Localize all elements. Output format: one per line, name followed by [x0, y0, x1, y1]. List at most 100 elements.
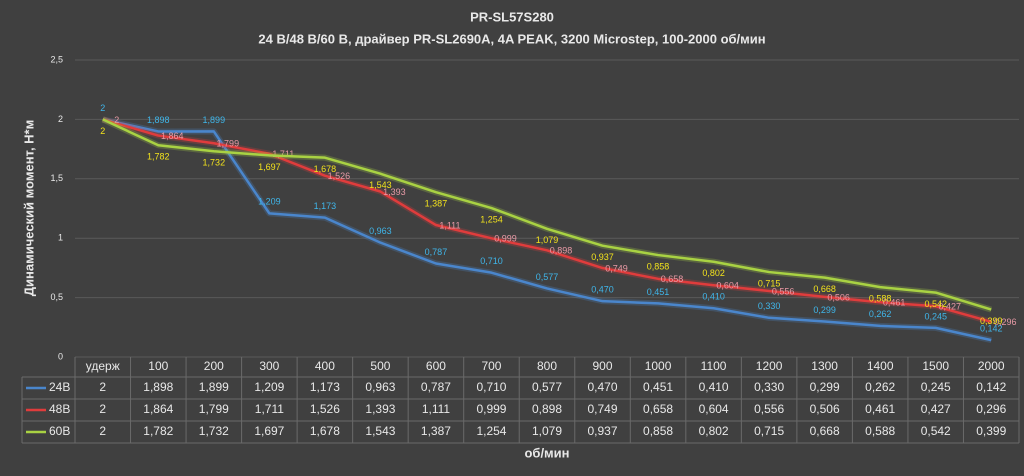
data-label: 0,461 [883, 298, 906, 308]
x-tick-label: 1300 [811, 359, 838, 373]
data-label: 0,410 [702, 292, 725, 302]
table-cell: 0,262 [865, 380, 895, 394]
table-cell: 0,470 [588, 380, 618, 394]
data-label: 2 [100, 103, 105, 113]
data-label: 0,399 [980, 316, 1003, 326]
data-label: 2 [100, 126, 105, 136]
data-label: 0,142 [980, 324, 1003, 334]
table-cell: 0,898 [532, 402, 562, 416]
table-cell: 0,142 [976, 380, 1006, 394]
table-cell: 1,799 [199, 402, 229, 416]
table-cell: 0,710 [476, 380, 506, 394]
data-label: 1,079 [536, 235, 559, 245]
table-cell: 1,526 [310, 402, 340, 416]
data-label: 0,330 [758, 301, 781, 311]
x-tick-label: 100 [148, 359, 168, 373]
data-label: 0,749 [605, 263, 628, 273]
x-tick-label: 700 [481, 359, 501, 373]
data-label: 0,470 [591, 285, 614, 295]
table-cell: 0,802 [699, 424, 729, 438]
data-label: 0,658 [661, 274, 684, 284]
data-label: 0,604 [716, 281, 739, 291]
data-label: 1,393 [383, 187, 406, 197]
y-tick-label: 0 [58, 351, 63, 361]
table-cell: 1,079 [532, 424, 562, 438]
x-tick-label: 200 [204, 359, 224, 373]
y-axis-title: Динамический момент, Н*м [21, 120, 36, 296]
table-cell: 1,782 [143, 424, 173, 438]
table-cell: 1,864 [143, 402, 173, 416]
data-label: 1,209 [258, 197, 281, 207]
table-cell: 0,668 [810, 424, 840, 438]
data-label: 0,715 [758, 278, 781, 288]
data-label: 0,542 [924, 299, 947, 309]
table-cell: 0,451 [643, 380, 673, 394]
table-cell: 1,543 [365, 424, 395, 438]
y-tick-label: 1,5 [50, 173, 63, 183]
data-label: 0,299 [813, 305, 836, 315]
x-tick-label: 800 [537, 359, 557, 373]
table-cell: 1,697 [254, 424, 284, 438]
data-label: 0,262 [869, 309, 892, 319]
data-label: 0,802 [702, 268, 725, 278]
x-tick-label: 2000 [978, 359, 1005, 373]
table-cell: 0,299 [810, 380, 840, 394]
table-cell: 1,393 [365, 402, 395, 416]
data-label: 0,556 [772, 286, 795, 296]
data-label: 0,710 [480, 256, 503, 266]
x-tick-label: 600 [426, 359, 446, 373]
data-label: 0,451 [647, 287, 670, 297]
legend-label: 24В [49, 380, 70, 394]
table-cell: 0,330 [754, 380, 784, 394]
table-cell: 1,678 [310, 424, 340, 438]
data-label: 1,697 [258, 162, 281, 172]
table-cell: 1,173 [310, 380, 340, 394]
data-label: 0,427 [938, 302, 961, 312]
table-cell: 2 [99, 402, 106, 416]
x-axis-title: об/мин [524, 445, 569, 460]
y-tick-label: 2,5 [50, 54, 63, 64]
data-label: 1,799 [217, 139, 240, 149]
chart-subtitle: 24 В/48 В/60 В, драйвер PR-SL2690A, 4A P… [258, 31, 765, 46]
table-cell: 1,387 [421, 424, 451, 438]
data-label: 1,526 [328, 171, 351, 181]
data-label: 1,898 [147, 115, 170, 125]
data-label: 1,543 [369, 180, 392, 190]
x-tick-label: 1100 [701, 359, 727, 373]
table-cell: 1,898 [143, 380, 173, 394]
table-cell: 0,749 [588, 402, 618, 416]
table-cell: 0,787 [421, 380, 451, 394]
data-label: 1,864 [161, 131, 184, 141]
table-cell: 0,999 [476, 402, 506, 416]
table-cell: 1,732 [199, 424, 229, 438]
data-label: 0,577 [536, 272, 559, 282]
table-cell: 0,399 [976, 424, 1006, 438]
x-tick-label: 1400 [867, 359, 894, 373]
table-cell: 0,427 [921, 402, 951, 416]
x-tick-label: 900 [593, 359, 613, 373]
data-label: 1,254 [480, 214, 503, 224]
table-cell: 0,658 [643, 402, 673, 416]
data-label: 0,296 [994, 317, 1017, 327]
y-tick-label: 1 [58, 233, 63, 243]
data-label: 2 [114, 115, 119, 125]
table-cell: 0,604 [699, 402, 729, 416]
table-cell: 1,209 [254, 380, 284, 394]
table-cell: 1,899 [199, 380, 229, 394]
table-cell: 2 [99, 380, 106, 394]
data-label: 1,782 [147, 152, 170, 162]
data-label: 1,711 [272, 149, 294, 159]
x-tick-label: удерж [86, 359, 120, 373]
data-label: 0,858 [647, 261, 670, 271]
table-cell: 0,461 [865, 402, 895, 416]
table-cell: 0,963 [365, 380, 395, 394]
table-cell: 0,715 [754, 424, 784, 438]
table-cell: 1,111 [422, 402, 451, 416]
y-tick-label: 0,5 [50, 292, 63, 302]
line [102, 118, 992, 342]
table-cell: 1,711 [255, 402, 284, 416]
data-label: 0,937 [591, 252, 614, 262]
line [102, 118, 992, 324]
data-label: 1,732 [203, 158, 226, 168]
x-tick-label: 1000 [645, 359, 672, 373]
